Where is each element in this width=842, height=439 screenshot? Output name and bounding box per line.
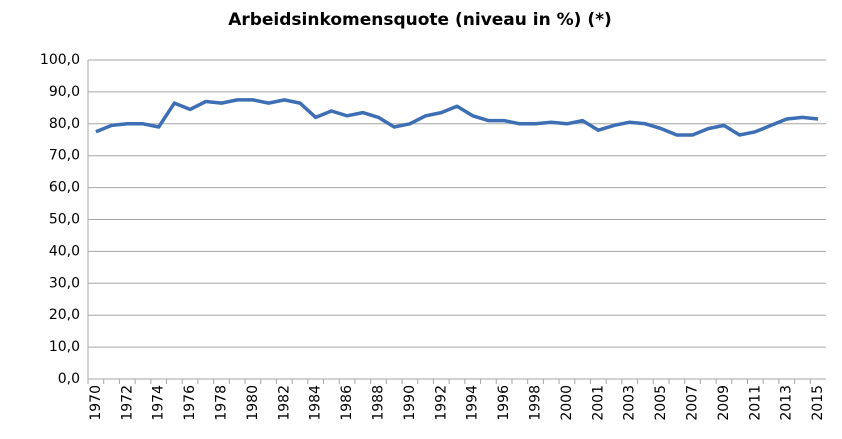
x-tick-label: 1990 (402, 385, 418, 421)
line-series (95, 98, 819, 137)
x-tick-label: 2000 (559, 385, 575, 421)
x-tick-label: 1986 (339, 385, 355, 421)
x-tick-label: 1988 (370, 385, 386, 421)
y-tick-label: 0,0 (58, 371, 80, 387)
x-tick-label: 1994 (465, 385, 481, 421)
x-tick-label: 2013 (779, 385, 795, 421)
x-tick-label: 1998 (528, 385, 544, 421)
y-tick-label: 90,0 (49, 84, 80, 100)
x-tick-label: 1976 (182, 385, 198, 421)
x-tick-label: 1970 (88, 385, 104, 421)
y-tick-label: 10,0 (49, 339, 80, 355)
x-tick-label: 1984 (308, 385, 324, 421)
y-tick-label: 100,0 (40, 52, 80, 68)
x-tick-label: 2003 (622, 385, 638, 421)
y-tick-label: 70,0 (49, 148, 80, 164)
x-tick-label: 2007 (685, 385, 701, 421)
x-tick-label: 1982 (276, 385, 292, 421)
y-tick-label: 40,0 (49, 243, 80, 259)
x-tick-label: 2005 (653, 385, 669, 421)
y-tick-label: 80,0 (49, 116, 80, 132)
y-tick-label: 30,0 (49, 275, 80, 291)
x-tick-label: 2001 (590, 385, 606, 421)
x-tick-label: 1978 (213, 385, 229, 421)
chart-title: Arbeidsinkomensquote (niveau in %) (*) (228, 10, 612, 30)
y-tick-label: 50,0 (49, 212, 80, 228)
y-tick-label: 20,0 (49, 307, 80, 323)
x-tick-label: 1996 (496, 385, 512, 421)
x-tick-label: 1992 (433, 385, 449, 421)
x-tick-label: 2015 (810, 385, 826, 421)
x-tick-label: 2011 (747, 385, 763, 421)
x-tick-label: 2009 (716, 385, 732, 421)
x-tick-label: 1980 (245, 385, 261, 421)
x-tick-label: 1972 (119, 385, 135, 421)
y-tick-label: 60,0 (49, 180, 80, 196)
x-tick-label: 1974 (151, 385, 167, 421)
